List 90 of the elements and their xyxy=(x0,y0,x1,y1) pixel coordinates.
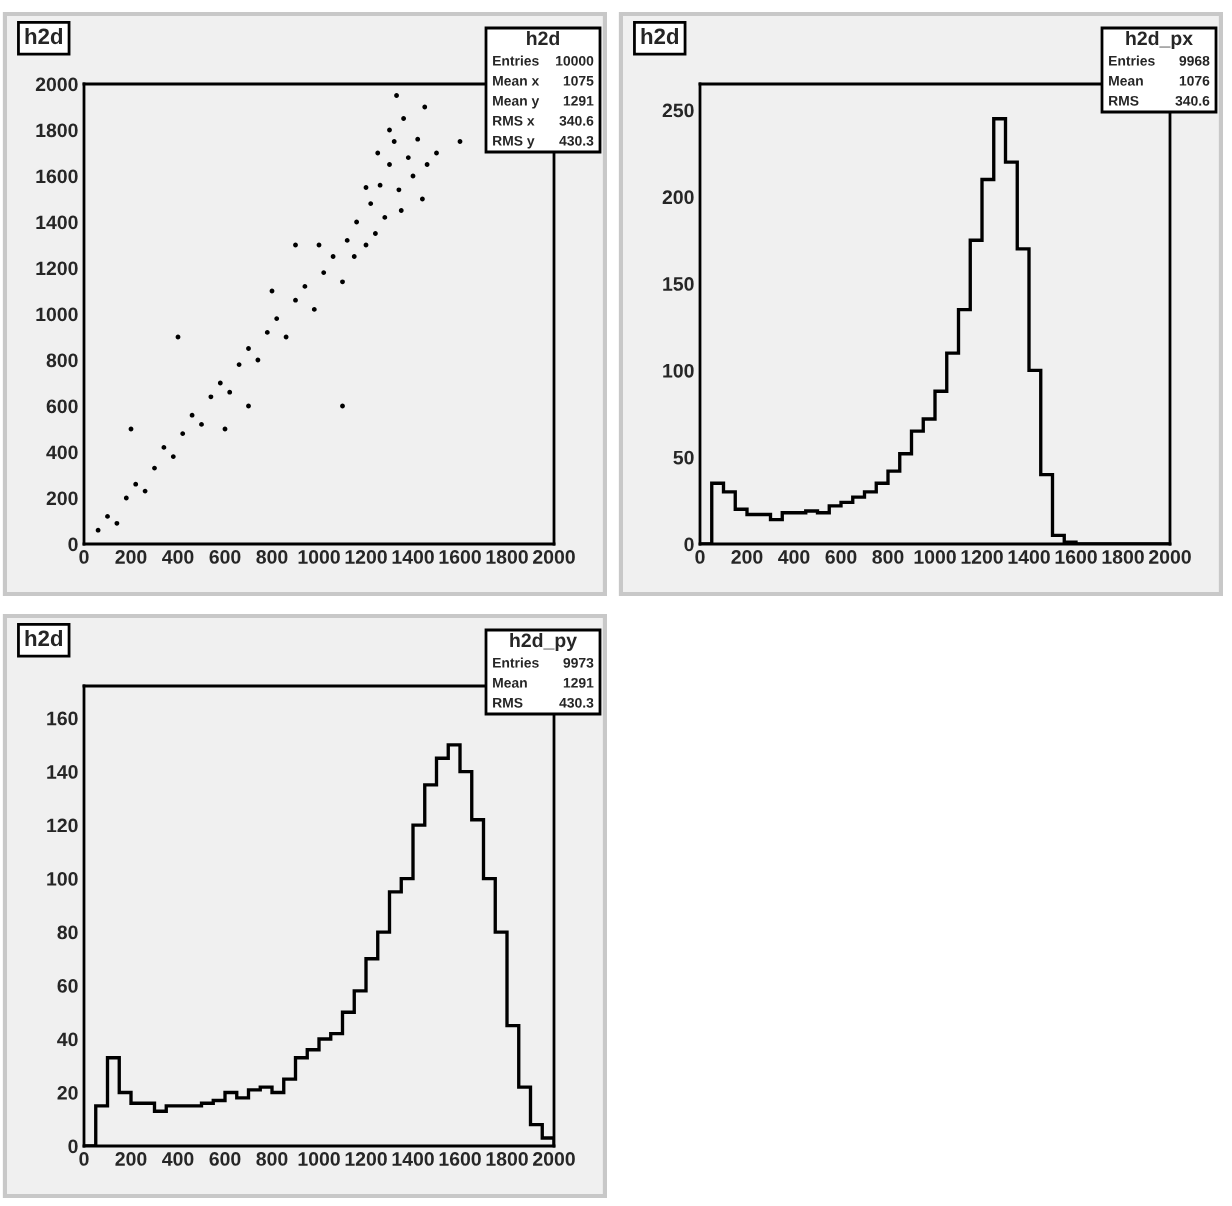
x-tick-label: 1200 xyxy=(345,550,387,564)
x-tick-label: 400 xyxy=(162,1152,194,1166)
x-tick-label: 2000 xyxy=(533,1152,575,1166)
y-tick-label: 60 xyxy=(57,979,78,993)
x-tick-label: 200 xyxy=(115,1152,147,1166)
y-tick-label: 80 xyxy=(57,925,78,940)
x-tick-label: 1600 xyxy=(439,550,481,564)
point xyxy=(396,187,402,193)
x-tick-label: 0 xyxy=(79,550,89,564)
y-tick-label: 800 xyxy=(46,353,78,368)
x-tick-label: 0 xyxy=(695,550,705,564)
y-tick-label: 2000 xyxy=(35,77,78,92)
y-tick-label: 1400 xyxy=(36,215,78,230)
x-tick-label: 1600 xyxy=(1055,550,1097,564)
y-tick-label: 40 xyxy=(57,1032,78,1047)
x-tick-label: 1400 xyxy=(392,550,434,564)
chart-title: h2d xyxy=(25,27,63,45)
x-tick-label: 0 xyxy=(79,1152,89,1166)
point xyxy=(227,389,233,395)
point xyxy=(377,182,383,188)
point xyxy=(180,431,186,437)
x-tick-label: 600 xyxy=(209,550,241,564)
x-tick-label: 1400 xyxy=(1008,550,1050,564)
y-tick-label: 50 xyxy=(673,450,694,465)
chart-title: h2d xyxy=(25,629,63,647)
point xyxy=(217,380,223,386)
x-tick-label: 1000 xyxy=(914,550,956,564)
point xyxy=(170,454,176,460)
x-tick-label: 1800 xyxy=(1102,550,1144,564)
y-tick-label: 140 xyxy=(47,765,78,779)
x-tick-label: 1000 xyxy=(298,1152,340,1166)
point xyxy=(123,495,129,501)
y-tick-label: 0 xyxy=(684,537,694,552)
x-tick-label: 800 xyxy=(872,550,904,564)
y-tick-label: 160 xyxy=(47,711,78,726)
point xyxy=(415,136,421,142)
x-tick-label: 600 xyxy=(825,550,857,564)
x-tick-label: 1600 xyxy=(439,1152,481,1166)
point xyxy=(264,329,270,335)
x-tick-label: 1400 xyxy=(392,1152,434,1166)
chart-title: h2d xyxy=(641,27,679,45)
y-tick-label: 250 xyxy=(662,103,694,118)
point xyxy=(321,270,327,276)
x-tick-label: 1200 xyxy=(961,550,1003,564)
y-tick-label: 100 xyxy=(663,363,694,378)
point xyxy=(161,444,167,450)
text: h2d_py xyxy=(510,632,577,652)
x-tick-label: 400 xyxy=(778,550,810,564)
x-tick-label: 2000 xyxy=(533,550,575,564)
y-tick-label: 200 xyxy=(662,190,694,205)
y-tick-label: 100 xyxy=(47,872,78,886)
text: h2d xyxy=(527,30,560,46)
point xyxy=(274,316,280,322)
point xyxy=(133,481,139,487)
y-tick-label: 1200 xyxy=(36,261,78,276)
point xyxy=(114,520,120,526)
y-tick-label: 20 xyxy=(57,1085,78,1100)
point xyxy=(189,412,195,418)
x-tick-label: 1000 xyxy=(298,550,340,564)
y-tick-label: 150 xyxy=(663,277,694,291)
y-tick-label: 120 xyxy=(47,818,78,833)
y-tick-label: 1000 xyxy=(36,307,78,322)
x-tick-label: 800 xyxy=(256,550,288,564)
point xyxy=(344,237,350,243)
y-tick-label: 0 xyxy=(68,537,78,552)
y-tick-label: 1800 xyxy=(36,123,78,138)
y-tick-label: 400 xyxy=(46,445,78,460)
y-tick-label: 200 xyxy=(46,491,78,506)
point xyxy=(368,201,374,207)
text: h2d_px xyxy=(1126,30,1193,50)
x-tick-label: 600 xyxy=(209,1152,241,1166)
point xyxy=(208,394,214,400)
x-tick-label: 1800 xyxy=(486,550,528,564)
x-tick-label: 200 xyxy=(115,550,147,564)
x-tick-label: 200 xyxy=(731,550,763,564)
point xyxy=(311,306,317,312)
x-tick-label: 2000 xyxy=(1149,550,1191,564)
y-tick-label: 1600 xyxy=(36,169,78,184)
point xyxy=(382,214,388,220)
point xyxy=(375,150,381,156)
y-tick-label: 0 xyxy=(68,1139,78,1154)
y-tick-label: 600 xyxy=(46,399,78,414)
x-tick-label: 1800 xyxy=(486,1152,528,1166)
x-tick-label: 400 xyxy=(162,550,194,564)
point xyxy=(302,283,308,289)
point xyxy=(422,104,428,110)
point xyxy=(405,155,411,161)
x-tick-label: 1200 xyxy=(345,1152,387,1166)
point xyxy=(95,527,101,533)
x-tick-label: 800 xyxy=(256,1152,288,1166)
